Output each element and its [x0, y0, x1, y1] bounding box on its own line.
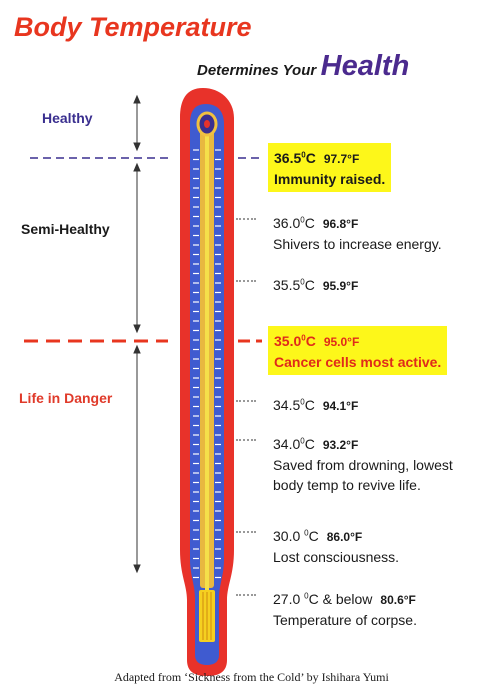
- subtitle-emphasis: Health: [320, 50, 410, 82]
- temp-entry-36-5: 36.50C 97.7°F Immunity raised.: [268, 143, 392, 192]
- leader-dots: [236, 280, 256, 282]
- page-title: Body Temperature: [14, 12, 252, 42]
- temp-entry-35-0: 35.00C 95.0°F Cancer cells most active.: [268, 326, 448, 375]
- temp-entry-27-0: 27.0 0C & below 80.6°F Temperature of cor…: [273, 590, 417, 628]
- temp-entry-35-5: 35.50C 95.9°F: [273, 276, 359, 293]
- leader-dots: [236, 400, 256, 402]
- temp-note: body temp to revive life.: [273, 476, 421, 493]
- zone-label-danger: Life in Danger: [19, 390, 113, 406]
- temp-entry-30-0: 30.0 0C 86.0°F Lost consciousness.: [273, 527, 400, 565]
- temp-entry-34-5: 34.50C 94.1°F: [273, 396, 359, 413]
- subtitle: Determines Your Health: [197, 50, 409, 83]
- thermometer-ticks: [193, 149, 221, 579]
- temp-note: Immunity raised.: [274, 170, 386, 187]
- zone-arrows: [133, 94, 141, 574]
- temp-note: Saved from drowning, lowest: [273, 456, 453, 473]
- leader-dots: [236, 594, 256, 596]
- source-credit: Adapted from ‘Sickness from the Cold’ by…: [114, 670, 389, 684]
- leader-dots: [236, 218, 256, 220]
- temp-note: Shivers to increase energy.: [273, 235, 442, 252]
- temp-note: Cancer cells most active.: [274, 353, 442, 370]
- zone-label-healthy: Healthy: [42, 110, 93, 126]
- leader-dots: [236, 439, 256, 441]
- zone-label-semi-healthy: Semi-Healthy: [21, 221, 110, 237]
- subtitle-lead: Determines Your: [197, 62, 317, 79]
- temp-entry-36-0: 36.00C 96.8°F Shivers to increase energy.: [273, 214, 442, 252]
- thermometer: [180, 88, 234, 676]
- temp-entry-34-0: 34.00C 93.2°F Saved from drowning, lowest…: [273, 435, 453, 493]
- temp-note: Temperature of corpse.: [273, 611, 417, 628]
- temp-note: Lost consciousness.: [273, 548, 400, 565]
- leader-dots: [236, 531, 256, 533]
